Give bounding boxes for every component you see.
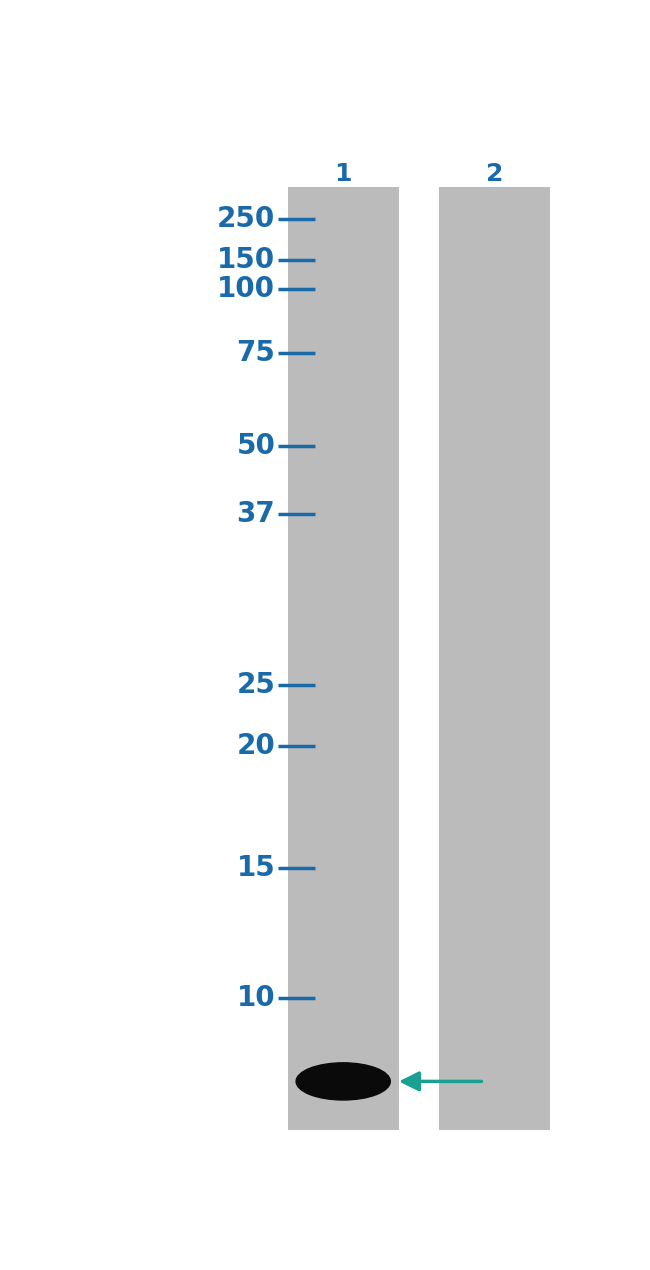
Text: 20: 20: [237, 732, 275, 759]
Bar: [288, 187, 398, 1130]
Bar: [439, 187, 550, 1130]
Text: 10: 10: [237, 984, 275, 1012]
Text: 15: 15: [237, 855, 275, 883]
Text: 150: 150: [217, 246, 275, 274]
Text: 100: 100: [217, 276, 275, 304]
Text: 37: 37: [237, 500, 275, 528]
Text: 250: 250: [217, 204, 275, 232]
Text: 50: 50: [237, 432, 275, 460]
Text: 2: 2: [486, 161, 503, 185]
Text: 1: 1: [335, 161, 352, 185]
Text: 75: 75: [237, 339, 275, 367]
Ellipse shape: [296, 1063, 390, 1100]
Text: 25: 25: [237, 672, 275, 700]
